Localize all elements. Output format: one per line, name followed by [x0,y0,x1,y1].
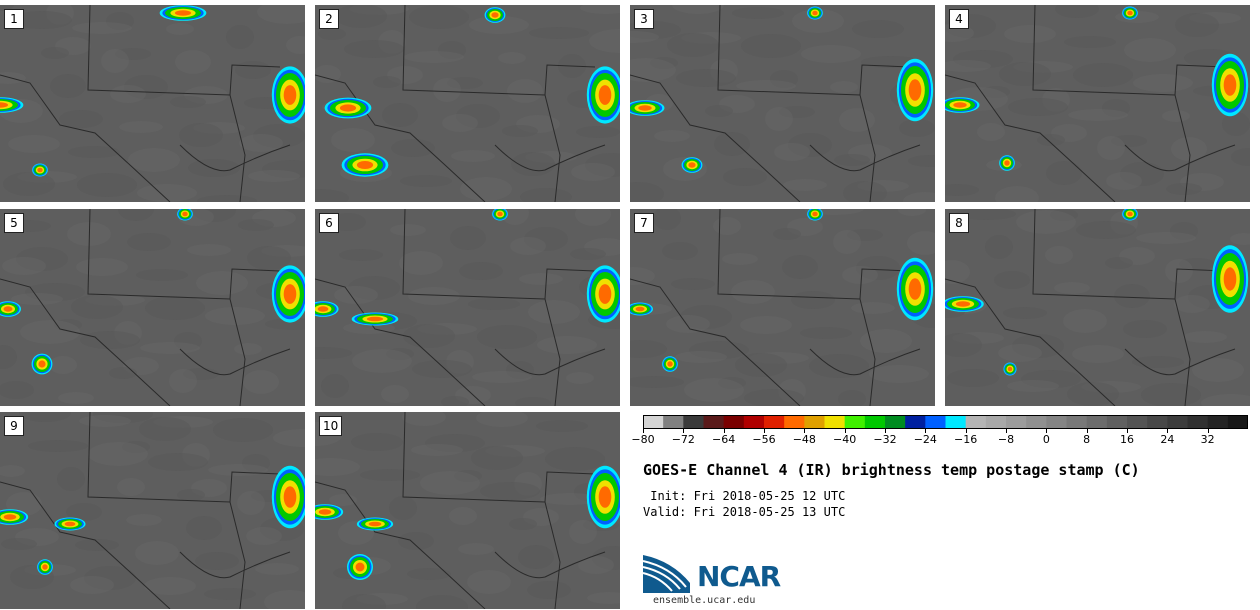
colorbar-segment [1006,415,1027,429]
colorbar-segment [743,415,765,429]
map-panel-svg [630,5,935,202]
colorbar-segment [1127,415,1148,429]
colorbar-tick-label: −24 [913,433,937,446]
ncar-logo-icon [642,555,690,593]
colorbar-tick-label: 24 [1160,433,1175,446]
forecast-panel-1: 1 [0,5,305,202]
forecast-panel-3: 3 [630,5,935,202]
colorbar-segment [663,415,684,429]
colorbar-segment [844,415,866,429]
map-panel-svg [315,209,620,406]
colorbar-tick-mark [844,429,846,433]
panel-label: 7 [634,213,654,233]
colorbar-segment [784,415,805,429]
colorbar-tick-mark [723,429,725,433]
map-panel-svg [315,5,620,202]
colorbar-tick-label: −40 [833,433,857,446]
forecast-panel-7: 7 [630,209,935,406]
colorbar-tick-mark [683,429,685,433]
colorbar-segment [1046,415,1067,429]
colorbar-tick-mark [1046,429,1048,433]
forecast-panel-2: 2 [315,5,620,202]
colorbar-segment [985,415,1007,429]
colorbar-segment [703,415,725,429]
forecast-panel-4: 4 [945,5,1250,202]
colorbar-segment [723,415,745,429]
panel-label: 4 [949,9,969,29]
colorbar-segment [643,415,664,429]
colorbar-segment [1026,415,1047,429]
colorbar-segment [885,415,906,429]
map-panel-svg [945,5,1250,202]
colorbar-tick-label: 0 [1042,433,1050,446]
colorbar-tick-label: 32 [1200,433,1215,446]
map-panel-svg [0,209,305,406]
colorbar-segment [683,415,704,429]
forecast-panel-6: 6 [315,209,620,406]
colorbar-tick-mark [1167,429,1169,433]
colorbar-segment [804,415,825,429]
colorbar-segment [925,415,946,429]
colorbar-tick-mark [804,429,806,433]
colorbar-segment [1066,415,1088,429]
colorbar-ticks: −80 −72 −64 −56 −48 −40 −32 −24 −16 −8 0 8 16 24 32 [631,429,1248,449]
colorbar-segment [1086,415,1108,429]
colorbar-tick-mark [643,429,644,433]
map-panel-svg [0,412,305,609]
colorbar-tick-mark [1006,429,1007,433]
colorbar [643,415,1248,429]
colorbar-tick-label: −64 [712,433,736,446]
colorbar-tick-mark [965,429,967,433]
map-panel-svg [315,412,620,609]
colorbar-segment [945,415,967,429]
colorbar-segment [1147,415,1168,429]
panel-label: 3 [634,9,654,29]
forecast-panel-8: 8 [945,209,1250,406]
colorbar-segment [905,415,926,429]
forecast-panel-9: 9 [0,412,305,609]
panel-label: 6 [319,213,339,233]
colorbar-tick-label: −32 [873,433,897,446]
map-panel-svg [945,209,1250,406]
colorbar-tick-label: −56 [752,433,776,446]
colorbar-segment [1167,415,1188,429]
colorbar-tick-label: −72 [671,433,695,446]
colorbar-segment [764,415,785,429]
logo-url: ensemble.ucar.edu [653,595,756,606]
colorbar-tick-label: −8 [997,433,1015,446]
map-panel-svg [0,5,305,202]
colorbar-segment [965,415,987,429]
valid-time: Valid: Fri 2018-05-25 13 UTC [643,505,846,519]
figure-title: GOES-E Channel 4 (IR) brightness temp po… [643,461,1140,479]
forecast-panel-10: 10 [315,412,620,609]
colorbar-tick-mark [1207,429,1209,433]
colorbar-tick-mark [764,429,765,433]
init-time: Init: Fri 2018-05-25 12 UTC [643,489,846,503]
colorbar-segment [1187,415,1209,429]
panel-label: 9 [4,416,24,436]
colorbar-tick-label: 8 [1083,433,1091,446]
panel-label: 10 [319,416,343,436]
colorbar-tick-label: −48 [792,433,816,446]
colorbar-tick-label: −16 [954,433,978,446]
panel-label: 1 [4,9,24,29]
colorbar-segment [1227,415,1248,429]
colorbar-segment [864,415,886,429]
colorbar-tick-mark [1127,429,1128,433]
colorbar-segment [1106,415,1128,429]
colorbar-segment [1207,415,1229,429]
logo-text: NCAR [697,560,781,593]
colorbar-tick-mark [1086,429,1088,433]
panel-label: 8 [949,213,969,233]
colorbar-segment [824,415,846,429]
forecast-panel-5: 5 [0,209,305,406]
map-panel-svg [630,209,935,406]
colorbar-tick-mark [885,429,886,433]
colorbar-tick-label: 16 [1120,433,1134,446]
panel-label: 5 [4,213,24,233]
colorbar-tick-label: −80 [631,433,655,446]
colorbar-tick-mark [925,429,927,433]
panel-label: 2 [319,9,339,29]
